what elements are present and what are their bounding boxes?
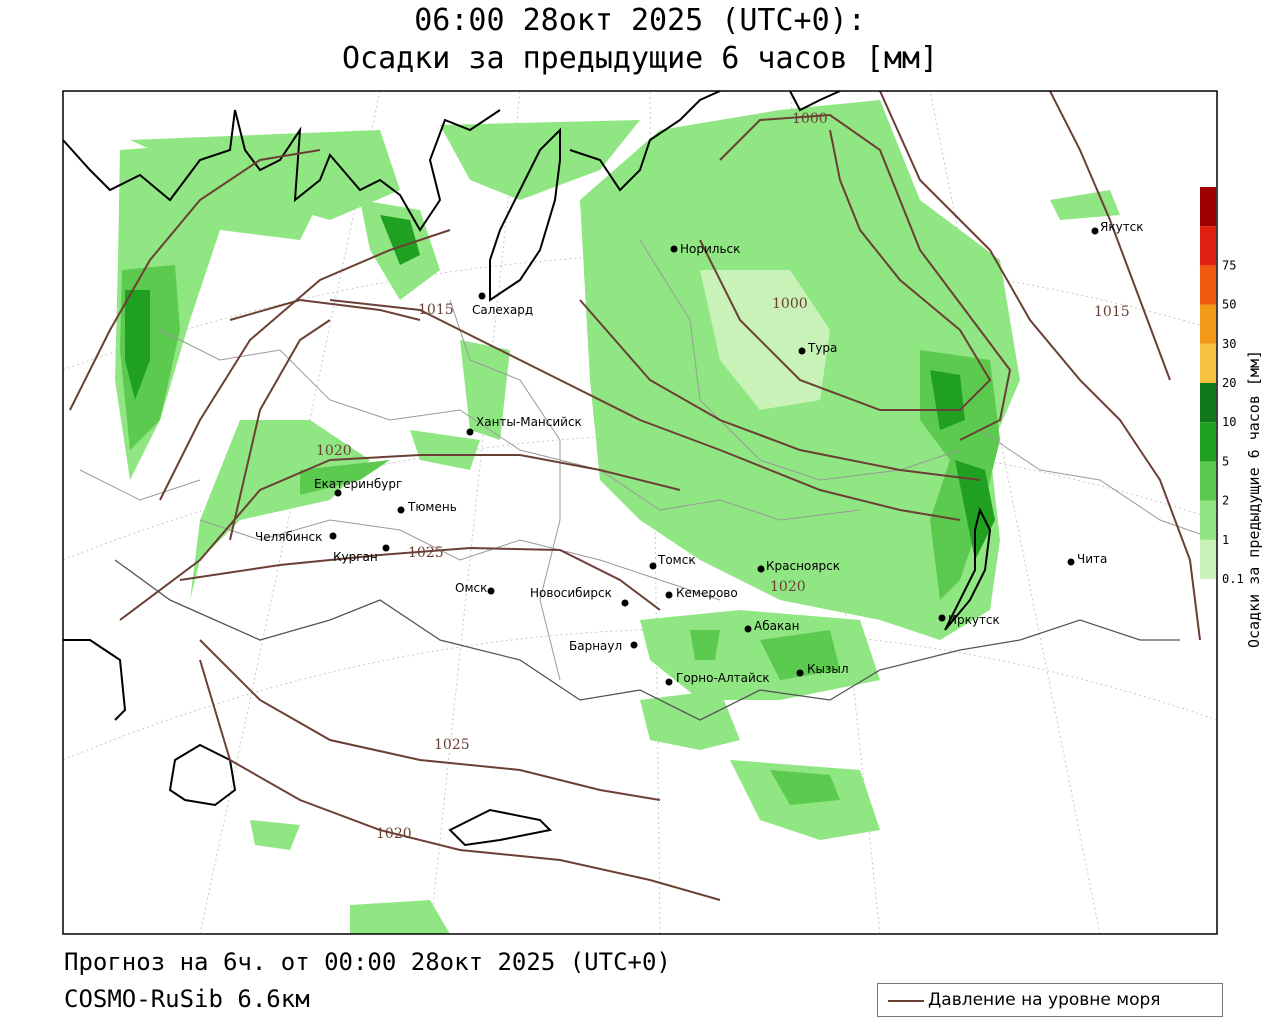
city-label: Абакан — [754, 619, 799, 633]
isobar-label: 1020 — [376, 826, 412, 842]
colorbar-band — [1200, 461, 1216, 501]
map-title-variable: Осадки за предыдущие 6 часов [мм] — [341, 41, 939, 76]
colorbar-band — [1200, 343, 1216, 383]
isobar-legend-label: Давление на уровне моря — [928, 990, 1161, 1010]
national-border — [114, 559, 1180, 721]
colorbar-tick-label: 1 — [1222, 533, 1229, 547]
isobar-label: 1025 — [408, 545, 444, 561]
isobar-label: 1000 — [792, 111, 828, 127]
colorbar-title: Осадки за предыдущие 6 часов [мм] — [1245, 350, 1263, 648]
city-label: Екатеринбург — [314, 477, 402, 491]
city-label: Якутск — [1100, 220, 1144, 234]
city-label: Барнаул — [569, 639, 622, 653]
city-label: Курган — [333, 550, 378, 564]
isobar-label: 1015 — [1094, 304, 1130, 320]
colorbar-tick-label: 10 — [1222, 415, 1236, 429]
map-layers: 1000 1015 1000 1015 1020 1025 1020 1025 … — [63, 91, 1217, 934]
colorbar-tick-label: 0.1 — [1222, 572, 1244, 586]
isobar-legend-swatch — [888, 1000, 924, 1002]
colorbar-tick-labels: 0.1 1 2 5 10 20 30 50 75 — [1222, 258, 1244, 586]
city-label: Горно-Алтайск — [676, 671, 770, 685]
isobar-label: 1020 — [316, 443, 352, 459]
colorbar-tick-label: 2 — [1222, 494, 1229, 508]
colorbar: 0.1 1 2 5 10 20 30 50 75 Осадки за предыдущие 6 … — [1199, 187, 1263, 648]
colorbar-tick-label: 30 — [1222, 337, 1236, 351]
colorbar-tick-label: 50 — [1222, 298, 1236, 312]
colorbar-band — [1200, 500, 1216, 540]
cities: Салехард Норильск Тура Якутск Ханты-Манс… — [255, 220, 1144, 686]
forecast-info: Прогноз на 6ч. от 00:00 28окт 2025 (UTC+… — [64, 948, 671, 976]
coastlines — [63, 91, 992, 847]
colorbar-tick-label: 5 — [1222, 454, 1229, 468]
city-label: Тура — [807, 341, 837, 355]
city-label: Челябинск — [255, 530, 322, 544]
colorbar-tick-label: 20 — [1222, 376, 1236, 390]
map-frame — [62, 90, 1218, 935]
colorbar-band — [1200, 383, 1216, 423]
city-label: Кемерово — [676, 586, 738, 600]
colorbar-tick-label: 75 — [1222, 258, 1236, 272]
city-label: Томск — [657, 553, 696, 567]
colorbar-band — [1200, 539, 1216, 579]
city-label: Норильск — [680, 242, 740, 256]
city-label: Иркутск — [948, 613, 1000, 627]
colorbar-band — [1200, 422, 1216, 462]
map-title-time: 06:00 28окт 2025 (UTC+0): — [414, 3, 866, 38]
city-label: Красноярск — [766, 559, 840, 573]
isobar-label: 1025 — [434, 737, 470, 753]
colorbar-bands — [1200, 187, 1216, 579]
city-label: Ханты-Мансийск — [476, 415, 582, 429]
colorbar-band — [1200, 265, 1216, 305]
city-label: Новосибирск — [530, 586, 612, 600]
isobar-label: 1000 — [772, 296, 808, 312]
isobar-labels: 1000 1015 1000 1015 1020 1025 1020 1025 … — [316, 111, 1130, 842]
isobar-label: 1020 — [770, 579, 806, 595]
city-label: Омск — [455, 581, 487, 595]
precipitation-layer — [115, 100, 1120, 934]
city-label: Салехард — [472, 303, 533, 317]
city-label: Кызыл — [807, 662, 849, 676]
colorbar-band — [1200, 304, 1216, 344]
colorbar-band — [1200, 187, 1216, 227]
city-label: Тюмень — [407, 500, 457, 514]
isobars — [69, 91, 1201, 901]
colorbar-band — [1200, 226, 1216, 266]
model-name: COSMO-RuSib 6.6км — [64, 985, 310, 1013]
isobar-label: 1015 — [418, 302, 454, 318]
legend-box: Давление на уровне моря — [877, 983, 1223, 1017]
city-label: Чита — [1077, 552, 1107, 566]
